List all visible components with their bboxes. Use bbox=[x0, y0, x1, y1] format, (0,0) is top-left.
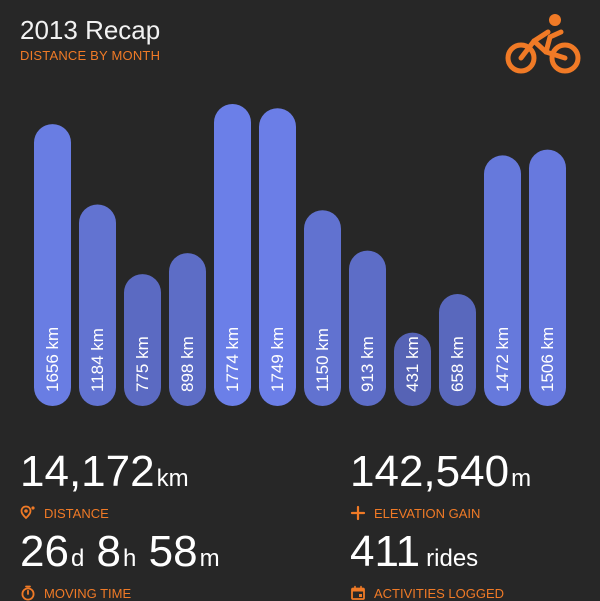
chart-bar bbox=[349, 250, 386, 406]
stat-activities: 411 rides ACTIVITIES LOGGED bbox=[350, 528, 504, 601]
page-title: 2013 Recap bbox=[20, 15, 161, 45]
plus-icon bbox=[350, 505, 366, 521]
moving-days-unit: d bbox=[70, 545, 85, 572]
chart-bar bbox=[34, 124, 71, 406]
bar-value-label: 913 km bbox=[358, 336, 377, 392]
moving-hours-value: 8 bbox=[96, 527, 122, 576]
bar-value-label: 431 km bbox=[403, 336, 422, 392]
chart-bar bbox=[124, 274, 161, 406]
chart-bar bbox=[259, 108, 296, 406]
bar-value-label: 658 km bbox=[448, 336, 467, 392]
moving-hours-unit: h bbox=[123, 545, 137, 572]
bar-value-label: 775 km bbox=[133, 336, 152, 392]
bar-value-label: 1749 km bbox=[268, 327, 287, 392]
moving-days-value: 26 bbox=[20, 527, 69, 576]
distance-value: 14,172 bbox=[20, 447, 155, 496]
activities-label: ACTIVITIES LOGGED bbox=[374, 585, 505, 601]
bar-value-label: 1184 km bbox=[88, 328, 107, 392]
cyclist-icon bbox=[505, 14, 581, 74]
chart-bar bbox=[394, 332, 431, 406]
chart-bar bbox=[79, 204, 116, 406]
chart-bar bbox=[304, 210, 341, 406]
chart-bar bbox=[484, 155, 521, 406]
bar-value-label: 1656 km bbox=[43, 327, 62, 392]
header: 2013 Recap DISTANCE BY MONTH bbox=[20, 14, 160, 63]
bar-value-label: 1506 km bbox=[538, 327, 557, 392]
chart-bar bbox=[169, 253, 206, 406]
moving-minutes-unit: m bbox=[199, 545, 220, 572]
elevation-value: 142,540 bbox=[350, 447, 510, 496]
chart-bar bbox=[214, 104, 251, 406]
distance-unit: km bbox=[156, 465, 189, 492]
bar-value-label: 1774 km bbox=[223, 327, 242, 392]
calendar-icon bbox=[351, 585, 365, 600]
moving-time-label: MOVING TIME bbox=[44, 585, 132, 601]
stat-moving-time: 26d 8h 58m MOVING TIME bbox=[20, 528, 220, 601]
elevation-unit: m bbox=[511, 465, 532, 492]
bar-value-label: 898 km bbox=[178, 336, 197, 392]
stat-elevation: 142,540m ELEVATION GAIN bbox=[350, 448, 531, 521]
moving-minutes-value: 58 bbox=[148, 527, 198, 576]
stopwatch-icon bbox=[21, 585, 35, 601]
bar-value-label: 1472 km bbox=[493, 327, 512, 392]
chart-bar bbox=[529, 149, 566, 406]
chart-bar bbox=[439, 293, 476, 406]
page-subtitle: DISTANCE BY MONTH bbox=[20, 48, 161, 63]
bar-value-label: 1150 km bbox=[313, 328, 332, 392]
elevation-label: ELEVATION GAIN bbox=[374, 505, 481, 521]
location-pin-icon bbox=[20, 505, 35, 520]
activities-unit: rides bbox=[426, 545, 479, 572]
distance-label: DISTANCE bbox=[44, 505, 109, 521]
stat-distance: 14,172km DISTANCE bbox=[20, 448, 189, 521]
activities-value: 411 bbox=[350, 527, 421, 576]
